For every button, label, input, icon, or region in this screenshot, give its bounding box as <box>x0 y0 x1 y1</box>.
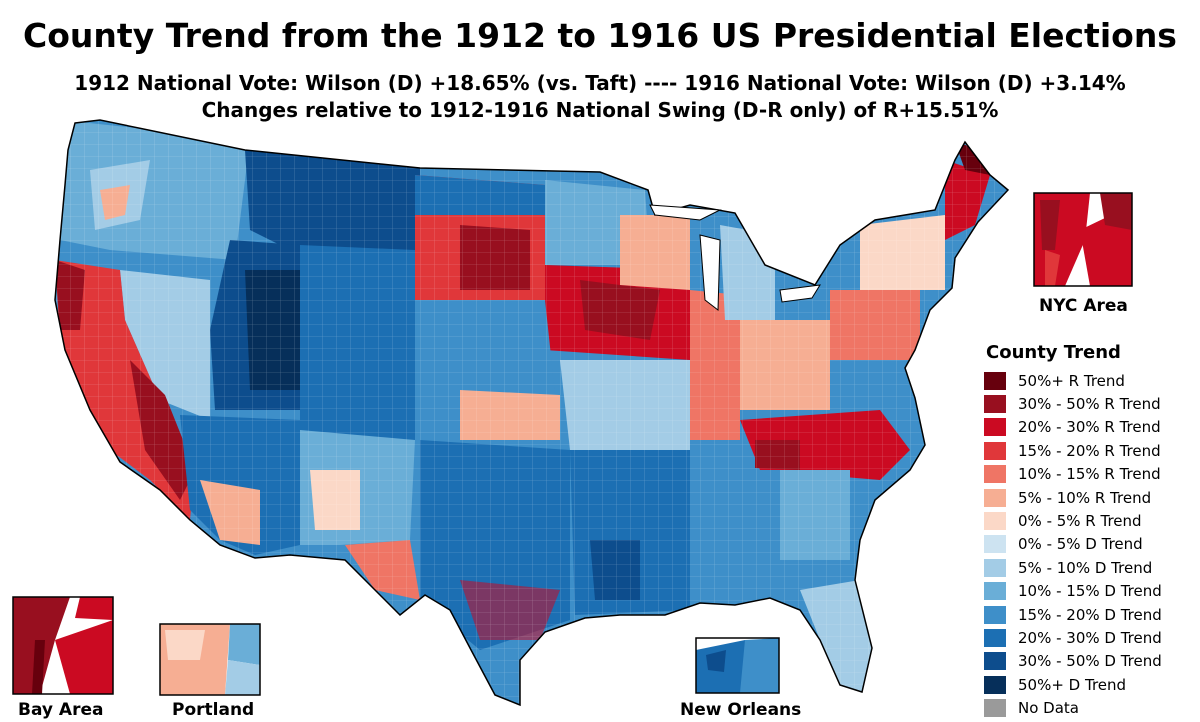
map-subtitle-national-swing: Changes relative to 1912-1916 National S… <box>201 98 999 122</box>
portland-inset <box>159 623 261 696</box>
legend-swatch <box>984 675 1006 694</box>
legend-item: No Data <box>984 696 1194 719</box>
legend-label: No Data <box>1018 699 1079 718</box>
legend-swatch <box>984 512 1006 531</box>
legend-swatch <box>984 418 1006 437</box>
legend-item: 50%+ R Trend <box>984 369 1194 392</box>
legend-swatch <box>984 582 1006 601</box>
legend-item: 30% - 50% R Trend <box>984 392 1194 415</box>
legend-label: 50%+ D Trend <box>1018 675 1127 694</box>
legend-swatch <box>984 699 1006 718</box>
map-subtitle-national-vote: 1912 National Vote: Wilson (D) +18.65% (… <box>74 71 1126 95</box>
legend-item: 5% - 10% D Trend <box>984 556 1194 579</box>
legend-label: 20% - 30% R Trend <box>1018 418 1161 437</box>
legend-item: 10% - 15% R Trend <box>984 463 1194 486</box>
lake-superior <box>649 204 722 221</box>
legend-swatch <box>984 605 1006 624</box>
bay-area-inset <box>12 596 114 695</box>
legend-swatch <box>984 371 1006 390</box>
legend-swatch <box>984 558 1006 577</box>
legend-item: 20% - 30% R Trend <box>984 416 1194 439</box>
legend-swatch <box>984 441 1006 460</box>
legend-swatch <box>984 465 1006 484</box>
bay-area-inset-label: Bay Area <box>18 700 104 720</box>
new-orleans-inset-label: New Orleans <box>680 700 802 720</box>
legend-label: 30% - 50% R Trend <box>1018 395 1161 414</box>
legend-label: 15% - 20% R Trend <box>1018 441 1161 460</box>
map-title: County Trend from the 1912 to 1916 US Pr… <box>23 16 1177 55</box>
legend-item: 50%+ D Trend <box>984 673 1194 696</box>
legend-label: 0% - 5% R Trend <box>1018 512 1142 531</box>
nyc-inset-label: NYC Area <box>1039 296 1128 316</box>
legend-swatch <box>984 535 1006 554</box>
legend-item: 0% - 5% D Trend <box>984 533 1194 556</box>
legend-items: 50%+ R Trend 30% - 50% R Trend 20% - 30% R… <box>984 369 1194 720</box>
lake-erie <box>779 284 821 303</box>
legend-swatch <box>984 652 1006 671</box>
legend-label: 10% - 15% D Trend <box>1018 582 1162 601</box>
us-outline <box>54 119 1010 707</box>
legend-label: 5% - 10% D Trend <box>1018 558 1153 577</box>
legend: County Trend 50%+ R Trend 30% - 50% R Tre… <box>984 342 1194 720</box>
legend-item: 10% - 15% D Trend <box>984 580 1194 603</box>
portland-inset-label: Portland <box>172 700 255 720</box>
legend-item: 15% - 20% D Trend <box>984 603 1194 626</box>
legend-swatch <box>984 488 1006 507</box>
legend-item: 0% - 5% R Trend <box>984 509 1194 532</box>
legend-label: 0% - 5% D Trend <box>1018 535 1143 554</box>
legend-item: 5% - 10% R Trend <box>984 486 1194 509</box>
legend-item: 30% - 50% D Trend <box>984 650 1194 673</box>
legend-item: 15% - 20% R Trend <box>984 439 1194 462</box>
new-orleans-inset <box>695 637 780 694</box>
legend-label: 30% - 50% D Trend <box>1018 652 1162 671</box>
legend-item: 20% - 30% D Trend <box>984 626 1194 649</box>
legend-swatch <box>984 628 1006 647</box>
legend-swatch <box>984 395 1006 414</box>
nyc-inset <box>1033 192 1133 287</box>
legend-label: 50%+ R Trend <box>1018 371 1125 390</box>
legend-label: 15% - 20% D Trend <box>1018 605 1162 624</box>
legend-label: 10% - 15% R Trend <box>1018 465 1161 484</box>
legend-title: County Trend <box>986 342 1121 363</box>
legend-label: 20% - 30% D Trend <box>1018 628 1162 647</box>
lake-michigan <box>699 234 721 311</box>
legend-label: 5% - 10% R Trend <box>1018 488 1152 507</box>
